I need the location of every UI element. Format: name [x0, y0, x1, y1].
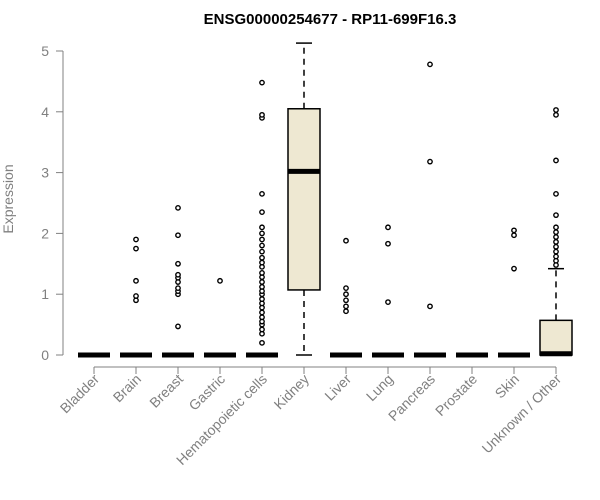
box-brain	[120, 236, 152, 358]
outlier-point	[553, 239, 559, 245]
y-axis-label: Expression	[0, 164, 16, 233]
plot-area	[78, 42, 573, 358]
outlier-point	[175, 204, 181, 211]
outlier-point	[133, 277, 139, 284]
outlier-point	[259, 230, 265, 237]
x-tick-label: Kidney	[271, 371, 313, 413]
y-tick-label: 3	[41, 165, 49, 181]
x-tick-label: Prostate	[432, 371, 480, 419]
outlier-point	[175, 323, 181, 330]
outlier-point	[259, 190, 265, 197]
outlier-point	[259, 248, 265, 255]
outlier-point	[259, 279, 265, 285]
y-tick-label: 5	[41, 43, 49, 59]
outlier-point	[511, 232, 517, 239]
outlier-point	[175, 232, 181, 239]
x-tick-label: Unknown / Other	[479, 371, 565, 457]
outlier-point	[133, 293, 139, 299]
outlier-point	[553, 157, 559, 164]
outlier-point	[553, 243, 559, 250]
outlier-point	[553, 107, 559, 113]
outlier-point	[427, 158, 433, 165]
box-iqr	[539, 319, 573, 356]
outlier-point	[259, 242, 265, 249]
y-tick-label: 1	[41, 286, 49, 302]
outlier-point	[259, 284, 265, 290]
x-tick-label: Brain	[110, 371, 144, 405]
outlier-point	[259, 314, 265, 321]
outlier-point	[259, 270, 265, 276]
x-tick-label: Pancreas	[385, 371, 438, 424]
x-tick-label: Bladder	[57, 371, 103, 417]
box-liver	[330, 237, 362, 358]
outlier-point	[385, 224, 391, 231]
y-tick-label: 2	[41, 225, 49, 241]
box-iqr	[287, 108, 321, 291]
outlier-point	[343, 237, 349, 244]
box-breast	[162, 204, 194, 358]
outlier-point	[511, 227, 517, 234]
outlier-point	[175, 260, 181, 267]
outlier-point	[259, 224, 265, 231]
box-pancreas	[414, 61, 446, 358]
outlier-point	[343, 303, 349, 310]
outlier-point	[553, 111, 559, 118]
outlier-point	[553, 248, 559, 255]
outlier-point	[511, 265, 517, 272]
outlier-point	[385, 299, 391, 306]
outlier-point	[133, 245, 139, 252]
outlier-point	[133, 236, 139, 243]
outlier-point	[553, 253, 559, 260]
outlier-point	[343, 285, 349, 292]
outlier-point	[259, 339, 265, 346]
outlier-point	[385, 240, 391, 247]
box-kidney	[287, 42, 321, 356]
outlier-point	[553, 224, 559, 231]
outlier-point	[553, 190, 559, 197]
outlier-point	[259, 236, 265, 243]
x-tick-label: Breast	[146, 371, 186, 411]
outlier-point	[175, 271, 181, 278]
outlier-point	[553, 234, 559, 240]
box-skin	[498, 227, 530, 358]
outlier-point	[259, 296, 265, 302]
outlier-point	[427, 303, 433, 310]
y-tick-label: 0	[41, 347, 49, 363]
box-hematopoietic-cells	[246, 79, 278, 358]
outlier-point	[259, 79, 265, 86]
x-tick-label: Lung	[363, 371, 396, 404]
box-lung	[372, 224, 404, 358]
outlier-point	[553, 212, 559, 219]
outlier-point	[259, 259, 265, 266]
outlier-point	[259, 254, 265, 261]
outlier-point	[259, 326, 265, 333]
outlier-point	[343, 291, 349, 298]
x-tick-label: Skin	[492, 371, 523, 402]
outlier-point	[217, 277, 223, 284]
outlier-point	[259, 209, 265, 216]
outlier-point	[427, 61, 433, 68]
y-axis: 0 1 2 3 4 5	[41, 43, 64, 363]
outlier-point	[343, 297, 349, 304]
box-gastric	[204, 277, 236, 358]
y-tick-label: 4	[41, 104, 49, 120]
outlier-point	[259, 111, 265, 118]
box-unknown-other	[539, 107, 573, 357]
outlier-point	[259, 309, 265, 316]
outlier-point	[175, 285, 181, 292]
x-tick-label: Liver	[321, 371, 354, 404]
outlier-point	[553, 229, 559, 236]
outlier-point	[343, 308, 349, 315]
chart-title: ENSG00000254677 - RP11-699F16.3	[204, 11, 457, 28]
